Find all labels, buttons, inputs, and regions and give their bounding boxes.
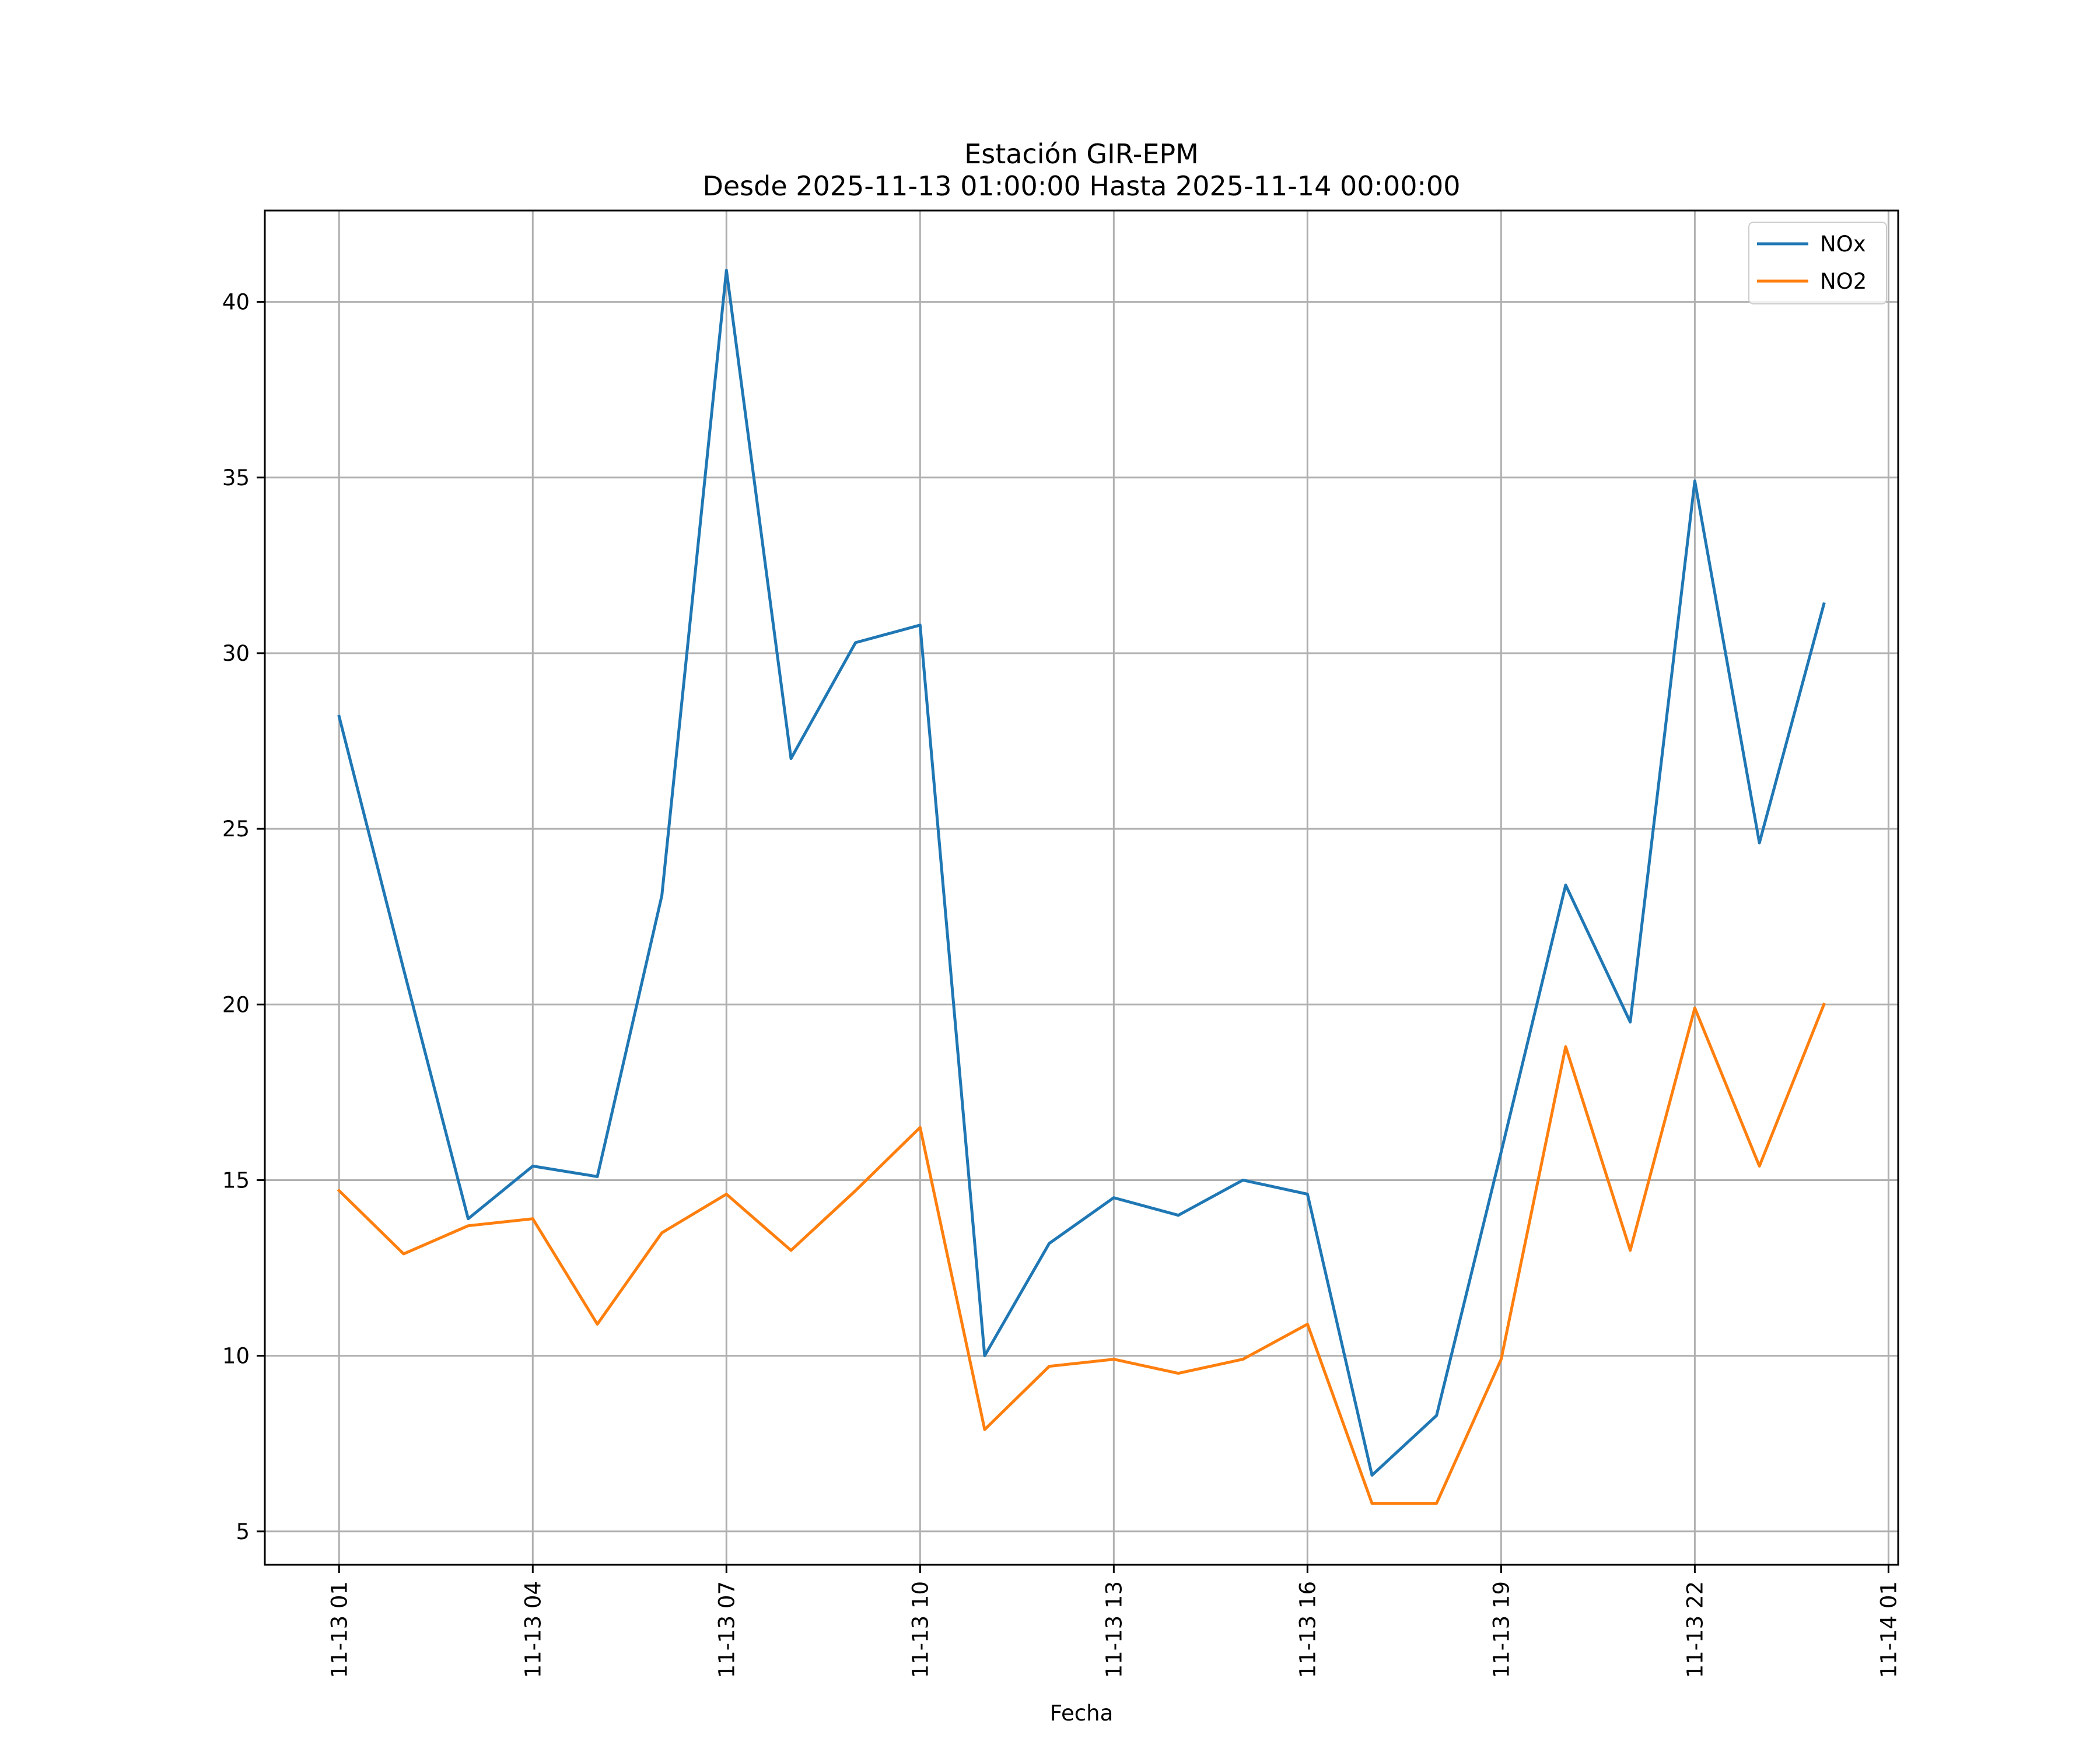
x-tick-label: 11-13 10 (908, 1581, 933, 1678)
y-tick-label: 40 (222, 290, 250, 315)
y-tick-label: 35 (222, 465, 250, 490)
x-tick-label: 11-13 16 (1295, 1581, 1320, 1678)
legend-label-nox: NOx (1820, 232, 1866, 257)
x-tick-label: 11-14 01 (1876, 1581, 1901, 1678)
x-tick-label: 11-13 01 (327, 1581, 352, 1678)
x-tick-label: 11-13 22 (1682, 1581, 1707, 1678)
x-tick-label: 11-13 07 (714, 1581, 739, 1678)
legend-label-no2: NO2 (1820, 269, 1867, 294)
y-tick-label: 5 (236, 1519, 250, 1544)
grid-lines (265, 211, 1898, 1565)
y-tick-label: 30 (222, 641, 250, 666)
y-tick-label: 25 (222, 817, 250, 842)
chart-title-line-2: Desde 2025-11-13 01:00:00 Hasta 2025-11-… (702, 170, 1460, 202)
plot-frame (264, 209, 1899, 1566)
x-tick-label: 11-13 13 (1101, 1581, 1126, 1678)
x-tick-label: 11-13 04 (520, 1581, 545, 1678)
series-line-no2 (337, 1003, 1826, 1505)
legend: NOx NO2 (1748, 222, 1887, 304)
y-tick-label: 10 (222, 1344, 250, 1369)
x-axis-label: Fecha (1050, 1701, 1114, 1726)
y-tick-label: 15 (222, 1168, 250, 1193)
y-tick-label: 20 (222, 992, 250, 1017)
series-line-nox (337, 268, 1826, 1477)
x-tick-label: 11-13 19 (1489, 1581, 1514, 1678)
chart-title-line-1: Estación GIR-EPM (964, 138, 1199, 170)
series-group (337, 268, 1826, 1505)
axis-ticks: 11-13 01 11-13 04 11-13 07 11-13 10 11-13 13… (222, 290, 1901, 1679)
